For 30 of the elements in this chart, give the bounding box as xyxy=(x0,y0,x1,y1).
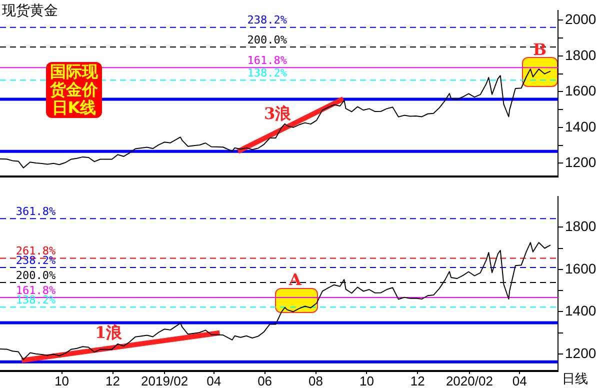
y-tick-label: 1400 xyxy=(565,118,596,134)
x-tick-label: 2019/02 xyxy=(141,373,188,388)
y-tick-label: 1600 xyxy=(565,82,596,99)
chart-title: 现货黄金 xyxy=(2,2,58,20)
y-tick-label: 1600 xyxy=(565,260,596,276)
x-tick-label: 06 xyxy=(258,373,272,388)
x-tick-label: 12 xyxy=(410,373,425,388)
x-tick-label: 2020/02 xyxy=(446,373,493,388)
annotation: 国际现货金价日K线 xyxy=(46,62,102,118)
y-tick-label: 1400 xyxy=(565,302,596,319)
y-tick-label: 1800 xyxy=(565,46,596,63)
y-tick-label: 2000 xyxy=(565,11,596,28)
x-tick-label: 10 xyxy=(54,373,70,388)
annotation: 200.0% xyxy=(247,33,288,46)
x-tick-label: 04 xyxy=(512,373,527,388)
y-tick-label: 1200 xyxy=(565,344,596,361)
annotation: 1浪 xyxy=(95,323,122,344)
x-tick-label: 08 xyxy=(308,373,323,388)
annotation: 238.2% xyxy=(247,14,288,27)
annotation: 200.0% xyxy=(16,268,56,282)
annotation: 3浪 xyxy=(264,104,292,125)
annotation: 361.8% xyxy=(16,204,56,218)
annotation: 138.2% xyxy=(247,66,288,80)
annotation: 161.8% xyxy=(247,54,288,67)
x-tick-label: 04 xyxy=(206,373,222,388)
x-tick-label: 10 xyxy=(359,373,374,388)
text: 日线 xyxy=(562,372,588,387)
y-tick-label: 1800 xyxy=(565,218,596,234)
x-tick-label: 12 xyxy=(106,373,120,388)
y-tick-label: 1200 xyxy=(565,154,596,170)
